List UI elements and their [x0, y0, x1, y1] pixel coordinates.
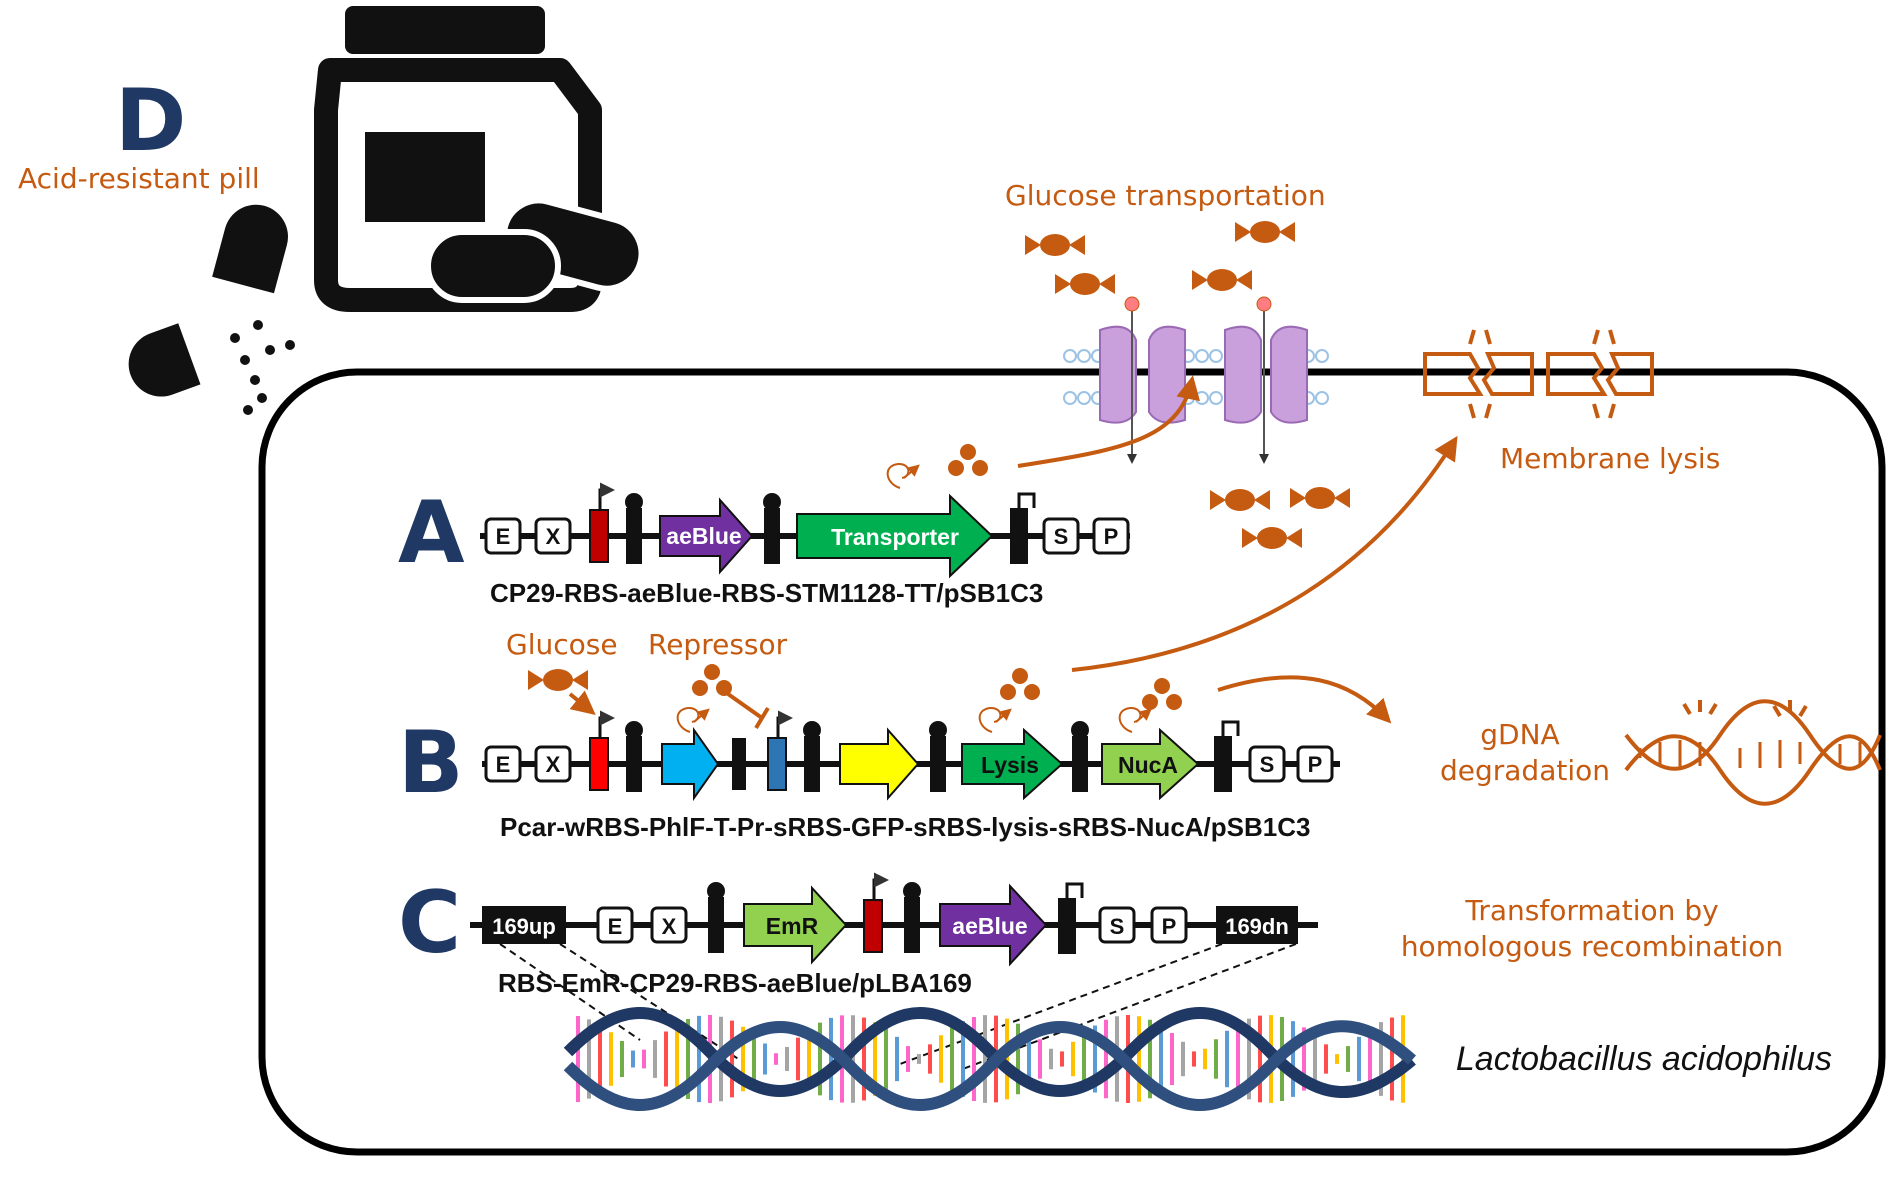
genome-dna-helix [563, 1007, 1416, 1111]
gene-nuca: NucA [1118, 752, 1178, 778]
pill-bottle-icon [314, 6, 645, 312]
panel-b-letter: B [398, 713, 464, 813]
glucose-label: Glucose [506, 628, 618, 661]
lysis-protein-dots [1000, 668, 1040, 700]
panel-a-letter: A [398, 483, 465, 583]
membrane-lysis-label: Membrane lysis [1500, 442, 1720, 475]
glucose-candy-icon [528, 669, 588, 691]
site-x-c: X [662, 914, 677, 939]
site-e-b: E [496, 752, 511, 777]
construct-a [480, 464, 1130, 579]
gene-aeblue-a: aeBlue [666, 523, 741, 549]
construct-c [470, 872, 1318, 967]
site-x-b: X [546, 752, 561, 777]
site-p-c: P [1162, 914, 1177, 939]
gene-emr: EmR [766, 913, 819, 939]
nuca-arrow [1217, 675, 1392, 724]
membrane-transporters [1063, 296, 1329, 464]
site-s-a: S [1054, 524, 1069, 549]
gdna-label-line1: gDNA [1480, 718, 1559, 751]
gdna-degradation-icon [1624, 699, 1882, 806]
gene-lysis: Lysis [981, 752, 1039, 778]
repressor-label: Repressor [648, 628, 788, 661]
transformation-label-line2: homologous recombination [1401, 930, 1783, 963]
glucose-transportation-label: Glucose transportation [1005, 179, 1326, 212]
construct-b-label: Pcar-wRBS-PhlF-T-Pr-sRBS-GFP-sRBS-lysis-… [500, 812, 1310, 842]
repression-bar [726, 692, 770, 730]
site-e-a: E [496, 524, 511, 549]
capsule-icon [128, 204, 295, 415]
membrane-lysis-icon [1423, 329, 1654, 419]
nuca-protein-dots [1142, 678, 1182, 710]
homology-arm-up: 169up [492, 914, 556, 939]
site-s-c: S [1110, 914, 1125, 939]
acid-resistant-pill-label: Acid-resistant pill [18, 162, 260, 195]
construct-a-label: CP29-RBS-aeBlue-RBS-STM1128-TT/pSB1C3 [490, 578, 1043, 608]
gene-transporter: Transporter [831, 524, 959, 550]
site-x-a: X [546, 524, 561, 549]
site-e-c: E [608, 914, 623, 939]
repressor-dots [692, 664, 732, 696]
transformation-label-line1: Transformation by [1464, 894, 1718, 927]
site-s-b: S [1260, 752, 1275, 777]
recombination-lines [499, 943, 1297, 1071]
transport-arrow [1017, 375, 1200, 468]
panel-c-letter: C [398, 873, 461, 973]
homology-arm-down: 169dn [1225, 914, 1289, 939]
site-p-b: P [1308, 752, 1323, 777]
gene-aeblue-c: aeBlue [952, 913, 1027, 939]
construct-b [482, 708, 1340, 802]
cell-outline [258, 368, 1886, 1156]
transporter-protein-dots [948, 444, 988, 476]
construct-c-label: RBS-EmR-CP29-RBS-aeBlue/pLBA169 [498, 968, 972, 998]
glucose-induce-arrow [568, 690, 596, 716]
panel-d-letter: D [115, 71, 186, 171]
organism-label: Lactobacillus acidophilus [1456, 1040, 1832, 1078]
site-p-a: P [1104, 524, 1119, 549]
lysis-arrow [1071, 435, 1458, 672]
gdna-label-line2: degradation [1440, 754, 1610, 787]
